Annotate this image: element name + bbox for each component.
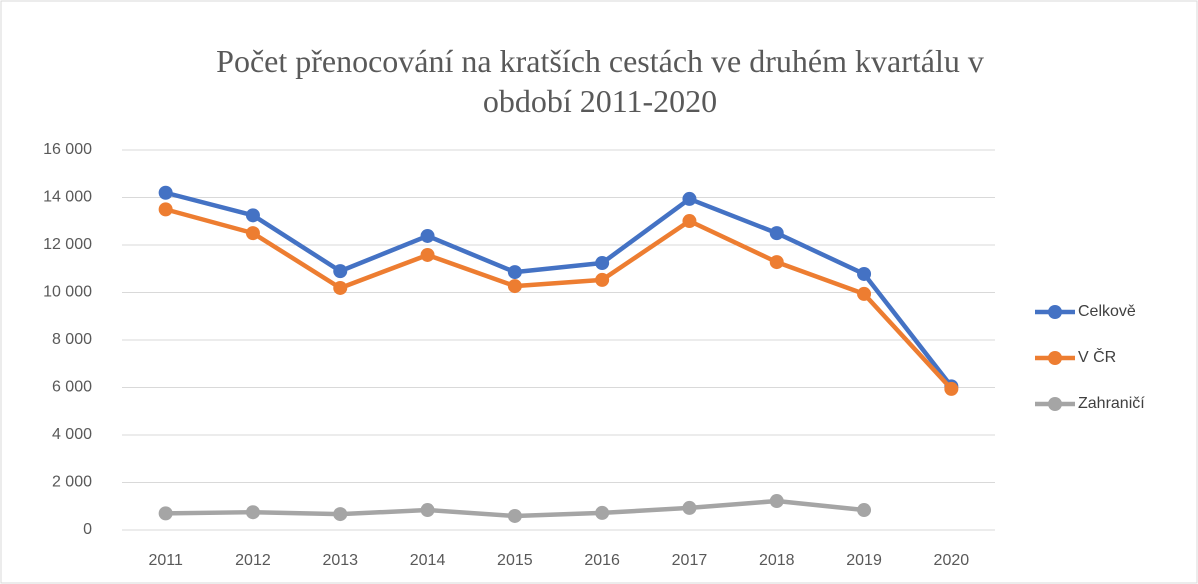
data-point	[595, 505, 610, 520]
data-point	[507, 279, 522, 294]
data-point	[507, 265, 522, 280]
x-tick-label: 2015	[497, 552, 533, 569]
data-point	[333, 264, 348, 279]
data-point	[158, 185, 173, 200]
legend-marker	[1048, 351, 1062, 365]
data-point	[158, 202, 173, 217]
data-point	[420, 503, 435, 518]
data-point	[245, 505, 260, 520]
legend-label: V ČR	[1078, 347, 1116, 366]
series-line	[165, 207, 954, 391]
data-point	[944, 381, 959, 396]
data-point	[595, 256, 610, 271]
legend-marker	[1048, 397, 1062, 411]
y-tick-label: 16 000	[43, 141, 92, 158]
y-tick-label: 6 000	[52, 379, 92, 396]
data-point	[245, 226, 260, 241]
y-tick-label: 0	[83, 521, 92, 538]
data-point	[769, 255, 784, 270]
x-tick-label: 2012	[235, 552, 271, 569]
data-point	[857, 266, 872, 281]
x-tick-label: 2013	[322, 552, 358, 569]
data-point	[769, 494, 784, 509]
x-tick-label: 2016	[584, 552, 620, 569]
x-tick-label: 2020	[934, 552, 970, 569]
y-tick-label: 4 000	[52, 426, 92, 443]
x-tick-label: 2019	[846, 552, 882, 569]
data-point	[857, 286, 872, 301]
legend-marker	[1048, 305, 1062, 319]
data-point	[420, 247, 435, 262]
data-point	[682, 214, 697, 229]
x-tick-label: 2018	[759, 552, 795, 569]
data-point	[507, 508, 522, 523]
x-tick-label: 2017	[672, 552, 708, 569]
data-point	[682, 191, 697, 206]
y-tick-label: 8 000	[52, 331, 92, 348]
series-line	[165, 190, 954, 388]
legend-label: Zahraničí	[1078, 395, 1145, 412]
legend-label: Celkově	[1078, 303, 1136, 320]
x-tick-label: 2014	[410, 552, 446, 569]
y-tick-label: 12 000	[43, 236, 92, 253]
data-point	[333, 280, 348, 295]
data-point	[333, 507, 348, 522]
data-point	[420, 228, 435, 243]
data-point	[682, 500, 697, 515]
data-point	[769, 226, 784, 241]
data-point	[158, 506, 173, 521]
y-tick-label: 2 000	[52, 474, 92, 491]
y-tick-label: 10 000	[43, 284, 92, 301]
x-tick-label: 2011	[148, 552, 183, 569]
chart-title: období 2011-2020	[483, 83, 717, 119]
y-tick-label: 14 000	[43, 189, 92, 206]
chart-title: Počet přenocování na kratších cestách ve…	[216, 43, 984, 79]
data-point	[595, 272, 610, 287]
data-point	[245, 208, 260, 223]
data-point	[857, 503, 872, 518]
